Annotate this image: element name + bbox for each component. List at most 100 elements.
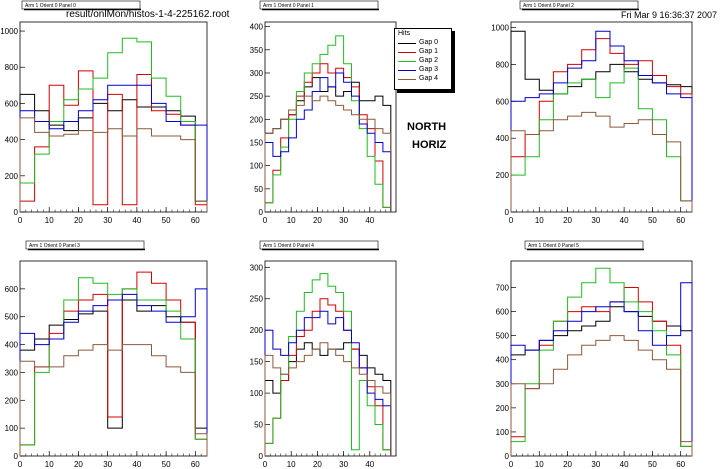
histogram-series-line [19,93,208,212]
x-tick-label: 10 [287,216,296,225]
legend-entry: Gap 2 [398,57,450,66]
x-tick-label: 10 [287,460,296,469]
histogram-series-line [510,38,693,212]
x-tick-label: 20 [313,216,322,225]
y-tick-label: 100 [496,428,510,437]
x-tick-label: 0 [509,460,514,469]
y-tick-label: 250 [250,92,264,101]
y-tick-label: 100 [5,424,19,433]
y-tick-label: 200 [496,404,510,413]
legend-label: Gap 1 [419,48,439,55]
y-tick-label: 0 [505,452,510,461]
plot-frame [19,260,208,457]
x-tick-label: 60 [676,216,685,225]
x-tick-label: 30 [591,216,600,225]
x-tick-label: 0 [509,216,514,225]
y-tick-label: 100 [250,389,264,398]
x-tick-label: 0 [263,216,268,225]
histogram-series-line [264,72,392,212]
x-tick-label: 20 [563,460,572,469]
x-tick-label: 60 [676,460,685,469]
legend-swatch [398,79,416,80]
histogram-series-line [510,282,693,456]
histogram-panel: Arm 1 Orient 0 Panel 4 0 10 20 30 40 0 50 100 150… [250,240,397,469]
x-tick-label: 0 [18,216,23,225]
x-tick-label: 0 [18,460,23,469]
histogram-series-line [264,342,392,456]
histogram-series-line [510,67,693,212]
x-tick-label: 60 [191,216,200,225]
x-tick-label: 10 [45,460,54,469]
y-tick-label: 0 [14,208,19,217]
y-tick-label: 600 [496,97,510,106]
x-tick-label: 30 [339,460,348,469]
histogram-panel: Arm 1 Orient 0 Panel 20 10 20 30 40 50 6002004… [491,0,693,225]
y-tick-label: 350 [250,46,264,55]
x-tick-label: 20 [563,216,572,225]
x-tick-label: 0 [263,460,268,469]
histogram-series-line [264,95,392,212]
legend-swatch [398,61,416,62]
x-tick-label: 50 [162,460,171,469]
histogram-series-line [510,30,693,212]
histogram-series-line [19,117,208,212]
y-tick-label: 1000 [491,24,509,33]
x-tick-label: 40 [620,460,629,469]
legend-title: Hits [398,30,411,37]
x-tick-label: 40 [365,216,374,225]
plot-frame [510,260,693,457]
legend-label: Gap 4 [419,75,439,82]
y-tick-label: 200 [5,172,19,181]
legend-label: Gap 0 [419,39,439,46]
x-tick-label: 60 [191,460,200,469]
y-tick-label: 200 [250,115,264,124]
legend-entry: Gap 0 [398,39,450,48]
y-tick-label: 500 [496,332,510,341]
panel-title: Arm 1 Orient 0 Panel 3 [29,243,80,249]
panel-title: Arm 1 Orient 0 Panel 2 [523,3,574,9]
y-tick-label: 400 [5,136,19,145]
y-tick-label: 400 [496,356,510,365]
y-tick-label: 400 [496,134,510,143]
histogram-series-line [510,287,693,456]
histogram-panel: Arm 1 Orient 0 Panel 10 10 20 30 40050100150… [250,0,397,225]
y-tick-label: 600 [496,308,510,317]
y-tick-label: 800 [5,63,19,72]
legend-swatch [398,70,416,71]
histogram-panel: Arm 1 Orient 0 Panel 50 10 20 30 40 50 6001002… [496,240,693,469]
x-tick-label: 30 [103,216,112,225]
plot-frame [510,21,693,213]
timestamp-label: Fri Mar 9 16:36:37 2007 [621,10,718,20]
y-tick-label: 50 [254,421,263,430]
histogram-series-line [510,335,693,456]
y-tick-label: 150 [250,138,264,147]
plot-frame [19,21,208,213]
y-tick-label: 400 [5,341,19,350]
legend-box: Hits Gap 0 Gap 1 Gap 2 Gap 3 Gap 4 [394,28,452,90]
panel-title: Arm 1 Orient 0 Panel 1 [263,3,314,9]
y-tick-label: 800 [496,60,510,69]
legend-entry: Gap 4 [398,75,450,84]
panel-title: Arm 1 Orient 0 Panel 5 [528,243,579,249]
x-tick-label: 40 [132,460,141,469]
y-tick-label: 0 [259,208,264,217]
plot-frame [264,260,397,457]
y-tick-label: 100 [250,162,264,171]
horiz-annotation: HORIZ [412,139,447,151]
y-tick-label: 300 [496,380,510,389]
y-tick-label: 700 [496,283,510,292]
north-annotation: NORTH [407,121,447,133]
histogram-series-line [510,111,693,212]
histogram-series-line [19,299,208,456]
histogram-series-line [19,344,208,456]
y-tick-label: 500 [5,313,19,322]
y-tick-label: 300 [250,263,264,272]
x-tick-label: 10 [535,460,544,469]
histogram-series-line [510,306,693,456]
histogram-series-line [19,288,208,456]
x-tick-label: 40 [132,216,141,225]
x-tick-label: 20 [313,460,322,469]
histogram-series-line [19,37,208,212]
x-tick-label: 10 [535,216,544,225]
